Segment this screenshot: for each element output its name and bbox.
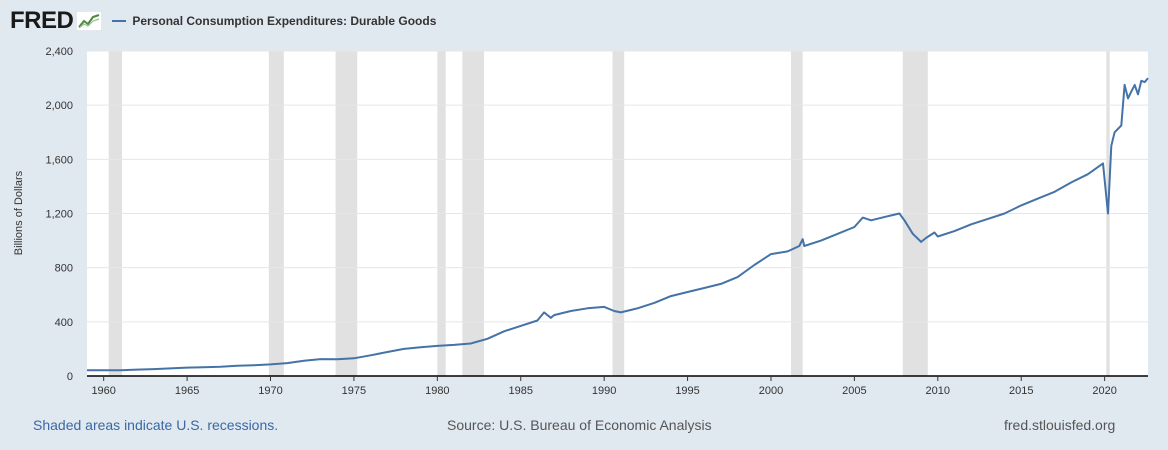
x-tick-label: 1990 bbox=[592, 385, 616, 397]
recessions-note-link[interactable]: Shaded areas indicate U.S. recessions. bbox=[33, 417, 279, 433]
x-tick-label: 1980 bbox=[425, 385, 449, 397]
gridlines bbox=[87, 50, 1148, 323]
chart-area: 0 400 800 1,200 1,600 2,000 2,400 1960 1965 1970… bbox=[13, 46, 1149, 397]
x-tick-label: 2000 bbox=[759, 385, 783, 397]
x-tick-label: 1985 bbox=[508, 385, 532, 397]
legend-line-swatch bbox=[112, 20, 127, 22]
y-tick-label: 400 bbox=[55, 317, 73, 329]
x-tick-label: 2010 bbox=[926, 385, 950, 397]
legend: Personal Consumption Expenditures: Durab… bbox=[112, 14, 436, 28]
x-tick-labels: 1960 1965 1970 1975 1980 1985 1990 1995 2000 2005… bbox=[91, 376, 1117, 397]
site-link[interactable]: fred.stlouisfed.org bbox=[1004, 417, 1116, 433]
y-tick-label: 1,600 bbox=[45, 154, 73, 166]
fred-logo-text: FRED bbox=[10, 7, 74, 34]
y-tick-label: 0 bbox=[67, 371, 73, 383]
y-tick-label: 800 bbox=[55, 263, 73, 275]
x-tick-label: 1995 bbox=[675, 385, 699, 397]
y-axis-label: Billions of Dollars bbox=[13, 170, 25, 255]
series-line bbox=[86, 77, 1149, 372]
x-tick-label: 1970 bbox=[258, 385, 282, 397]
fred-graph-icon bbox=[76, 11, 103, 31]
x-tick-label: 2015 bbox=[1009, 385, 1033, 397]
x-tick-label: 2020 bbox=[1092, 385, 1116, 397]
x-tick-label: 1975 bbox=[342, 385, 366, 397]
series-layer bbox=[86, 77, 1149, 372]
fred-logo[interactable]: FRED bbox=[10, 7, 103, 34]
x-tick-label: 1965 bbox=[175, 385, 199, 397]
x-tick-label: 2005 bbox=[842, 385, 866, 397]
y-tick-labels: 0 400 800 1,200 1,600 2,000 2,400 bbox=[45, 46, 73, 383]
chart-header: FRED Personal Consumption Expenditures: … bbox=[10, 6, 436, 36]
source-text: Source: U.S. Bureau of Economic Analysis bbox=[447, 417, 712, 433]
x-tick-label: 1960 bbox=[91, 385, 115, 397]
y-tick-label: 1,200 bbox=[45, 209, 73, 221]
y-tick-label: 2,400 bbox=[45, 46, 73, 58]
legend-series-label[interactable]: Personal Consumption Expenditures: Durab… bbox=[132, 14, 437, 28]
y-tick-label: 2,000 bbox=[45, 100, 73, 112]
